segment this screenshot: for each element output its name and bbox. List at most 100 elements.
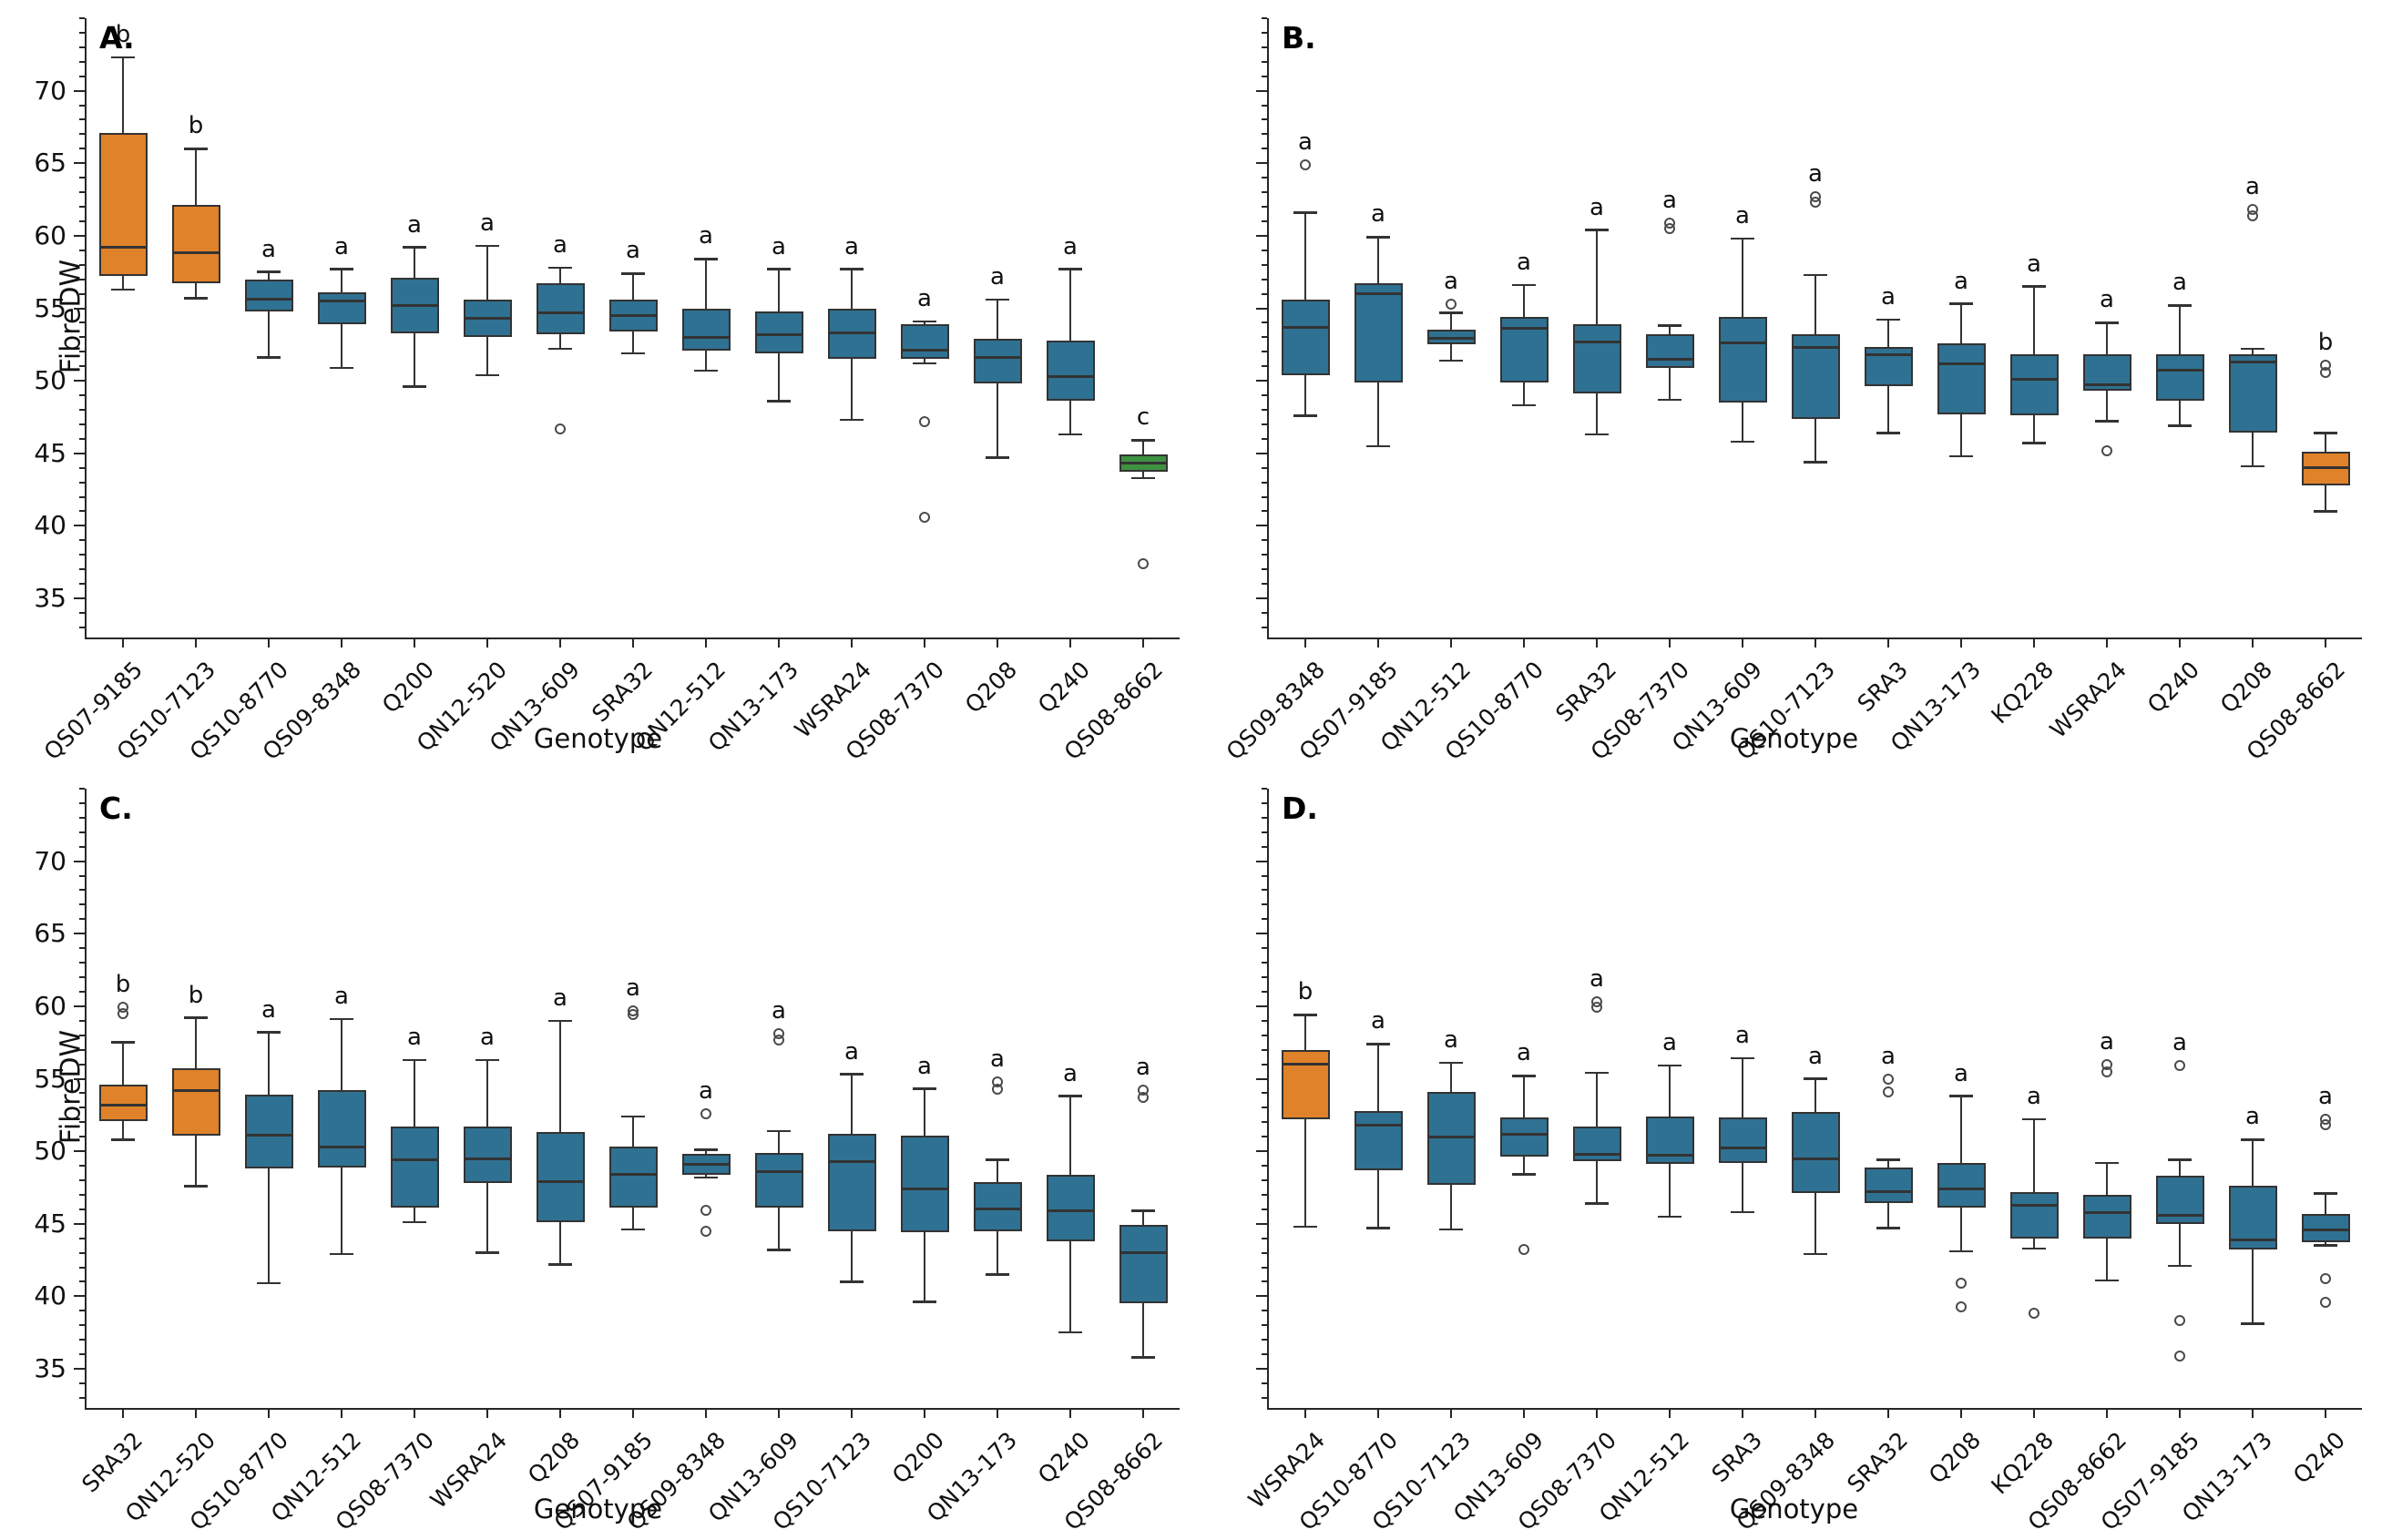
y-major-tick — [74, 597, 85, 599]
median-Q208 — [537, 1180, 583, 1184]
sig-letter-QS08-7370: a — [1590, 965, 1604, 994]
whisker-cap-low-QN13-609 — [547, 347, 573, 351]
median-QN13-173 — [2230, 1238, 2275, 1241]
outlier-QS09-8348-2 — [700, 1225, 711, 1237]
y-minor-tick — [79, 148, 85, 150]
box-QS07-9185 — [1354, 283, 1403, 382]
whisker-cap-low-QS10-7123 — [839, 1280, 864, 1283]
whisker-cap-high-KQ228 — [2021, 285, 2047, 288]
y-minor-tick — [79, 437, 85, 440]
y-minor-tick — [1262, 263, 1267, 266]
outlier-QN13-609-1 — [773, 1028, 784, 1040]
whisker-cap-low-WSRA24 — [2094, 420, 2120, 423]
sig-letter-Q240: a — [1063, 232, 1078, 260]
whisker-cap-low-QS10-7123 — [183, 297, 209, 300]
sig-letter-KQ228: a — [2027, 250, 2041, 278]
y-minor-tick — [1262, 177, 1267, 179]
whisker-cap-low-QS07-9185 — [2167, 1264, 2193, 1268]
whisker-cap-high-QS07-9185 — [110, 56, 136, 59]
box-QN12-512 — [681, 308, 731, 351]
median-QN13-609 — [1720, 342, 1765, 345]
box-Q200 — [900, 1135, 949, 1233]
y-minor-tick — [79, 1165, 85, 1168]
median-Q200 — [392, 303, 437, 307]
median-Q240 — [2303, 1228, 2348, 1231]
whisker-cap-high-QS09-8348 — [1803, 1077, 1828, 1080]
whisker-cap-high-Q208 — [985, 298, 1010, 301]
box-QN12-512 — [1426, 330, 1476, 345]
median-QS08-7370 — [392, 1158, 437, 1162]
x-axis-label-b: Genotype — [1729, 723, 1859, 754]
whisker-cap-low-QN13-609 — [1730, 440, 1755, 444]
y-minor-tick — [79, 1092, 85, 1095]
whisker-cap-low-WSRA24 — [839, 418, 864, 422]
y-minor-tick — [1262, 568, 1267, 571]
whisker-cap-low-QN12-520 — [475, 373, 500, 376]
y-minor-tick — [1262, 75, 1267, 77]
y-tick-label: 45 — [34, 1208, 66, 1239]
y-minor-tick — [1262, 46, 1267, 48]
sig-letter-QS07-9185: a — [626, 974, 640, 1002]
panel-tag-c: C. — [99, 790, 133, 826]
y-minor-tick — [1262, 336, 1267, 339]
sig-letter-QN13-173: a — [2245, 1103, 2260, 1131]
outlier-Q208-0 — [1956, 1278, 1967, 1290]
y-minor-tick — [1262, 1396, 1267, 1399]
outlier-Q240-3 — [2320, 1296, 2331, 1308]
whisker-cap-high-QN12-512 — [1657, 1064, 1682, 1067]
whisker-cap-high-QS07-9185 — [2167, 1158, 2193, 1161]
whisker-cap-low-Q240 — [2167, 424, 2193, 427]
whisker-cap-low-Q208 — [1948, 1249, 1974, 1253]
y-major-tick — [1256, 597, 1267, 599]
median-QN13-173 — [756, 332, 802, 336]
box-QS10-7123 — [1426, 1091, 1476, 1185]
outlier-QS07-9185-1 — [628, 1005, 639, 1016]
y-tick-label: 60 — [34, 219, 66, 250]
y-minor-tick — [79, 336, 85, 339]
y-minor-tick — [1262, 583, 1267, 586]
y-minor-tick — [79, 1034, 85, 1036]
y-minor-tick — [79, 321, 85, 324]
x-tick-Q208 — [1960, 1410, 1962, 1418]
y-minor-tick — [1262, 118, 1267, 121]
box-QS08-7370 — [390, 1127, 439, 1209]
y-minor-tick — [79, 351, 85, 353]
y-minor-tick — [79, 408, 85, 411]
whisker-cap-low-KQ228 — [2021, 442, 2047, 444]
whisker-cap-high-QS10-8770 — [1365, 1043, 1391, 1045]
y-tick-label: 50 — [34, 365, 66, 396]
x-tick-QS10-7123 — [1450, 1410, 1452, 1418]
y-minor-tick — [79, 611, 85, 614]
y-minor-tick — [79, 947, 85, 950]
y-minor-tick — [79, 219, 85, 222]
whisker-cap-low-QN12-512 — [1657, 1215, 1682, 1219]
x-tick-QS10-7123 — [1814, 639, 1816, 648]
whisker-cap-low-QS08-8662 — [1130, 476, 1156, 480]
whisker-cap-high-QS10-8770 — [1511, 283, 1537, 287]
x-tick-QS07-9185 — [2179, 1410, 2181, 1418]
y-minor-tick — [79, 365, 85, 368]
median-QS07-9185 — [100, 246, 146, 250]
median-QS10-7123 — [1428, 1135, 1474, 1138]
panel-c: FibreDW C. 35 40 45 50 55 60 65 70 b SRA32 b QN12-5… — [0, 770, 1196, 1540]
whisker-cap-low-QS10-8770 — [1365, 1227, 1391, 1229]
outlier-WSRA24-0 — [2101, 444, 2112, 456]
y-minor-tick — [79, 31, 85, 34]
sig-letter-QS10-7123: a — [844, 1037, 859, 1066]
plot-area-c: C. 35 40 45 50 55 60 65 70 b SRA32 b QN12-520 a QS10-… — [34, 788, 1180, 1535]
whisker-cap-high-QS09-8348 — [1293, 211, 1318, 214]
x-tick-label-Q208: Q208 — [2214, 656, 2278, 719]
whisker-cap-high-QS08-7370 — [1584, 1071, 1610, 1075]
y-minor-tick — [79, 1280, 85, 1283]
y-tick-label: 40 — [34, 1280, 66, 1311]
median-QN12-512 — [319, 1145, 364, 1148]
x-tick-Q208 — [997, 639, 998, 648]
sig-letter-Q200: a — [407, 210, 422, 239]
whisker-cap-high-QN13-173 — [2240, 1138, 2265, 1141]
sig-letter-SRA32: a — [1590, 193, 1604, 221]
y-tick-label: 55 — [34, 292, 66, 323]
y-tick-label: 50 — [34, 1136, 66, 1167]
median-KQ228 — [2011, 1203, 2057, 1207]
sig-letter-QS10-8770: a — [1517, 249, 1531, 277]
whisker-cap-high-QN13-609 — [766, 1129, 792, 1133]
